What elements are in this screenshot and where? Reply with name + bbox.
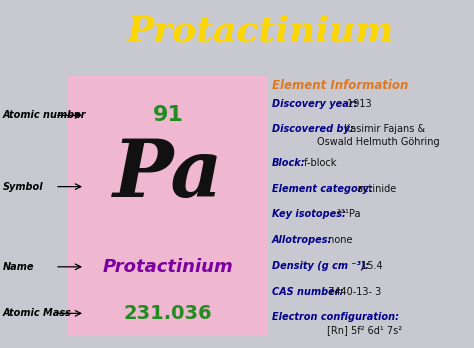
Text: actinide: actinide xyxy=(354,184,396,193)
Text: Name: Name xyxy=(3,262,35,272)
Text: 15.4: 15.4 xyxy=(358,261,383,271)
Text: Allotropes:: Allotropes: xyxy=(272,235,332,245)
FancyBboxPatch shape xyxy=(68,76,268,336)
Text: Symbol: Symbol xyxy=(3,182,44,192)
Text: Key isotopes:: Key isotopes: xyxy=(272,209,346,219)
Text: Protactinium: Protactinium xyxy=(127,15,394,49)
Text: Electron configuration:: Electron configuration: xyxy=(272,313,399,322)
Text: Density (g cm ⁻³):: Density (g cm ⁻³): xyxy=(272,261,369,271)
Text: Atomic Mass: Atomic Mass xyxy=(3,308,72,318)
Text: Kasimir Fajans &: Kasimir Fajans & xyxy=(344,124,425,134)
Text: ²³¹Pa: ²³¹Pa xyxy=(334,209,361,219)
Text: 7440-13- 3: 7440-13- 3 xyxy=(325,287,381,296)
Text: Discovered by:: Discovered by: xyxy=(272,124,354,134)
Text: Element category:: Element category: xyxy=(272,184,373,193)
Text: f-block: f-block xyxy=(301,158,336,168)
Text: Pa: Pa xyxy=(113,136,223,214)
Text: none: none xyxy=(325,235,352,245)
Text: 1913: 1913 xyxy=(344,98,372,109)
Text: Protactinium: Protactinium xyxy=(103,258,233,276)
Text: Block:: Block: xyxy=(272,158,306,168)
Text: [Rn] 5f² 6d¹ 7s²: [Rn] 5f² 6d¹ 7s² xyxy=(327,325,402,335)
Text: Atomic number: Atomic number xyxy=(3,110,86,120)
Text: CAS number:: CAS number: xyxy=(272,287,343,296)
Text: Discovery year:: Discovery year: xyxy=(272,98,357,109)
Text: Oswald Helmuth Göhring: Oswald Helmuth Göhring xyxy=(317,137,439,147)
Text: Element Information: Element Information xyxy=(272,79,409,92)
Text: 231.036: 231.036 xyxy=(124,304,212,323)
Text: 91: 91 xyxy=(153,105,183,125)
